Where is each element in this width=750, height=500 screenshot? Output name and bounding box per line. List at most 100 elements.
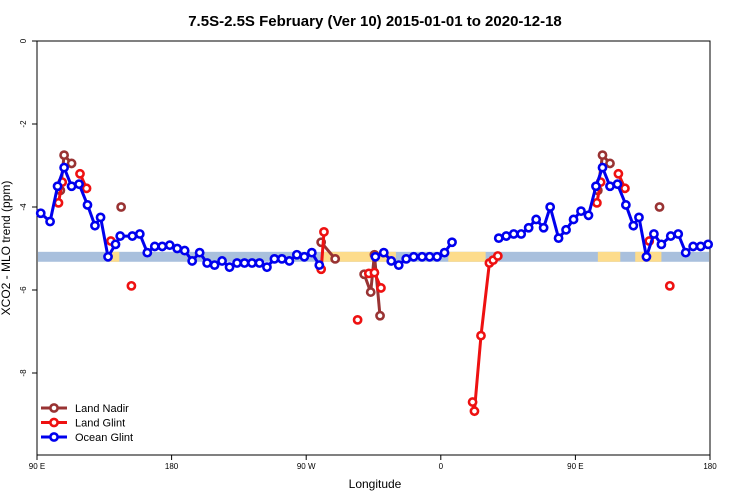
ocean-glint-point bbox=[561, 224, 571, 235]
ocean-glint-point bbox=[172, 243, 183, 254]
x-axis-label: Longitude bbox=[349, 477, 402, 491]
land-nadir-point bbox=[365, 287, 376, 297]
ocean-glint-point bbox=[408, 251, 419, 262]
ocean-glint-point bbox=[612, 179, 623, 190]
land-glint-point bbox=[352, 314, 363, 325]
ocean-glint-point bbox=[291, 249, 302, 260]
land-glint-point bbox=[591, 197, 602, 208]
ocean-glint-point bbox=[597, 162, 608, 173]
land-glint-point bbox=[467, 397, 478, 407]
y-axis-label: XCO2 - MLO trend (ppm) bbox=[0, 181, 13, 316]
ocean-glint-point bbox=[553, 233, 564, 244]
ocean-glint-point bbox=[531, 214, 542, 225]
ocean-glint-point bbox=[656, 239, 667, 250]
y-axis: 0 -2 -4 -6 -8 bbox=[19, 38, 37, 377]
ocean-glint-point bbox=[641, 251, 652, 262]
land-glint-point bbox=[75, 168, 85, 179]
legend-label: Land Glint bbox=[75, 418, 125, 430]
ocean-glint-point bbox=[695, 241, 706, 252]
y-tick-label: 0 bbox=[19, 38, 28, 43]
ocean-glint-point bbox=[82, 200, 93, 210]
ocean-glint-point bbox=[209, 260, 220, 270]
ocean-glint-point bbox=[149, 241, 160, 252]
ocean-glint-point bbox=[501, 231, 512, 241]
ocean-glint-point bbox=[164, 240, 175, 251]
legend-label: Land Nadir bbox=[75, 403, 129, 415]
land-nadir-point bbox=[597, 150, 608, 161]
ocean-glint-point bbox=[247, 258, 257, 268]
ocean-glint-point bbox=[649, 229, 659, 239]
land-nadir-point bbox=[59, 150, 70, 161]
ocean-glint-point bbox=[254, 258, 265, 268]
ocean-glint-point bbox=[568, 214, 579, 225]
land-glint-point bbox=[664, 280, 675, 291]
land-nadir-point bbox=[66, 158, 77, 169]
ocean-glint-point bbox=[439, 247, 450, 258]
land-nadir-point bbox=[375, 310, 385, 321]
ocean-glint-point bbox=[127, 231, 138, 241]
ocean-glint-point bbox=[386, 256, 397, 266]
ocean-glint-point bbox=[66, 181, 77, 192]
ocean-glint-point bbox=[583, 210, 594, 221]
land-glint-point bbox=[319, 226, 329, 237]
legend-item-ocean-glint: Ocean Glint bbox=[41, 432, 133, 444]
ocean-glint-point bbox=[299, 251, 310, 262]
ocean-glint-point bbox=[628, 220, 639, 231]
legend-label: Ocean Glint bbox=[75, 432, 133, 444]
y-tick-label: -4 bbox=[19, 203, 28, 211]
ocean-glint-point bbox=[284, 256, 295, 266]
ocean-glint-point bbox=[680, 247, 691, 258]
legend-marker bbox=[49, 403, 59, 413]
ocean-glint-point bbox=[187, 256, 198, 266]
land-glint-point bbox=[492, 251, 503, 261]
x-tick-label: 0 bbox=[439, 462, 444, 471]
ocean-glint-point bbox=[276, 253, 287, 264]
x-tick-label: 90 E bbox=[567, 462, 583, 471]
legend-marker bbox=[49, 417, 59, 428]
ocean-glint-point bbox=[217, 256, 227, 266]
ocean-glint-point bbox=[262, 262, 272, 273]
x-axis: 90 E 180 90 W 0 90 E 180 bbox=[29, 455, 717, 471]
ocean-glint-point bbox=[134, 229, 145, 239]
land-glint-point bbox=[81, 183, 92, 194]
ocean-glint-point bbox=[605, 181, 615, 192]
y-tick-label: -6 bbox=[19, 286, 28, 294]
ocean-glint-point bbox=[401, 253, 412, 264]
land-band-segment bbox=[448, 251, 486, 262]
ocean-glint-point bbox=[417, 251, 428, 262]
ocean-glint-point bbox=[115, 231, 126, 241]
ocean-glint-point bbox=[45, 216, 55, 227]
land-glint-point bbox=[613, 168, 624, 179]
plot-frame bbox=[36, 40, 711, 456]
ocean-glint-point bbox=[447, 237, 457, 248]
chart-title: 7.5S-2.5S February (Ver 10) 2015-01-01 t… bbox=[188, 13, 562, 30]
ocean-glint-point bbox=[673, 229, 684, 239]
ocean-glint-point bbox=[432, 251, 442, 262]
ocean-glint-point bbox=[232, 258, 242, 268]
series-layer bbox=[35, 150, 714, 417]
ocean-glint-point bbox=[378, 247, 389, 258]
ocean-glint-point bbox=[576, 206, 586, 217]
ocean-glint-point bbox=[665, 231, 676, 241]
legend-item-land-nadir: Land Nadir bbox=[41, 403, 129, 415]
ocean-glint-point bbox=[239, 258, 250, 268]
land-glint-point bbox=[369, 267, 380, 278]
ocean-glint-point bbox=[157, 241, 168, 252]
ocean-glint-point bbox=[269, 253, 280, 264]
x-tick-label: 180 bbox=[165, 462, 179, 471]
ocean-glint-point bbox=[110, 239, 121, 250]
legend: Land Nadir Land Glint Ocean Glint bbox=[41, 403, 133, 444]
ocean-glint-point bbox=[703, 239, 714, 250]
ocean-glint-point bbox=[142, 247, 153, 258]
ocean-glint-point bbox=[224, 262, 235, 273]
land-glint-point bbox=[476, 330, 486, 341]
land-nadir-point bbox=[116, 202, 127, 212]
legend-item-land-glint: Land Glint bbox=[41, 418, 125, 430]
land-nadir-point bbox=[605, 158, 615, 169]
land-glint-point bbox=[469, 406, 480, 417]
ocean-glint-point bbox=[393, 260, 404, 270]
land-nadir-point bbox=[330, 253, 341, 264]
ocean-glint-point bbox=[314, 260, 325, 270]
ocean-glint-point bbox=[59, 162, 70, 173]
